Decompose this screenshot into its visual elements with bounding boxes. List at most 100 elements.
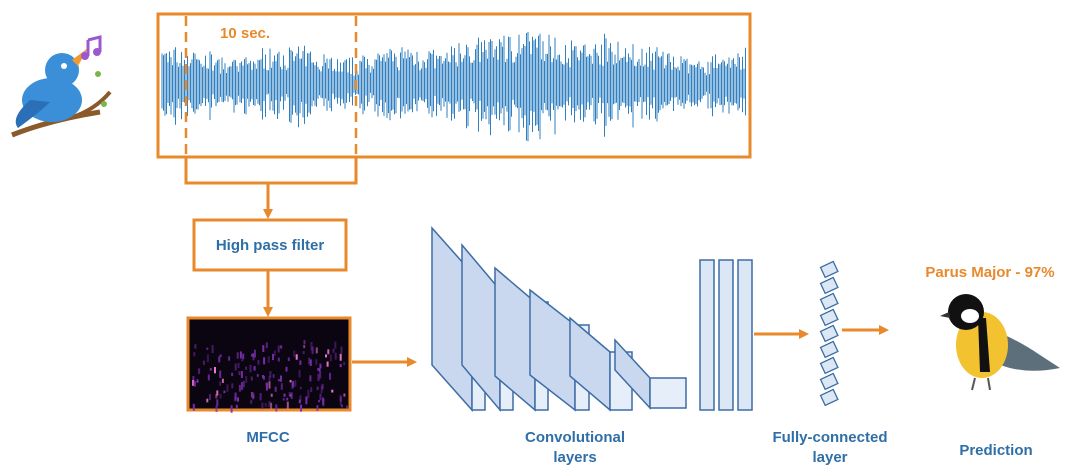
singing-bird-icon <box>11 35 112 138</box>
mfcc-pixel <box>298 399 301 404</box>
neuron <box>819 292 839 311</box>
mfcc-pixel <box>319 363 322 367</box>
mfcc-pixel <box>230 405 233 413</box>
mfcc-pixel <box>277 379 280 382</box>
mfcc-pixel <box>218 356 221 363</box>
mfcc-pixel <box>298 369 301 378</box>
mfcc-pixel <box>274 386 277 392</box>
conv-label: Convolutional <box>525 429 625 446</box>
mfcc-pixel <box>282 398 285 401</box>
neuron <box>819 260 839 279</box>
mfcc-pixel <box>192 376 195 381</box>
mfcc-pixel <box>315 359 318 365</box>
mfcc-pixel <box>192 380 194 386</box>
neuron <box>819 308 839 327</box>
mfcc-pixel <box>235 404 238 409</box>
mfcc-pixel <box>334 341 337 349</box>
mfcc-pixel <box>283 393 286 397</box>
mfcc-pixel <box>193 352 196 357</box>
mfcc-pixel <box>250 392 253 398</box>
mfcc-pixel <box>207 374 210 381</box>
mfcc-pixel <box>286 397 289 401</box>
mfcc-pixel <box>215 394 218 399</box>
mfcc-pixel <box>238 371 241 376</box>
mfcc-pixel <box>287 357 290 362</box>
mfcc-pixel <box>209 368 212 371</box>
mfcc-pixel <box>228 356 231 361</box>
mfcc-pixel <box>316 405 319 411</box>
mfcc-pixel <box>206 354 209 363</box>
mfcc-pixel <box>339 395 342 402</box>
neuron <box>819 372 839 391</box>
mfcc-pixel <box>339 353 342 361</box>
mfcc-pixel <box>316 386 319 390</box>
mfcc-pixel <box>320 385 323 394</box>
mfcc-pixel <box>219 393 222 399</box>
mfcc-pixel <box>241 359 244 362</box>
prediction-result: Parus Major - 97% <box>925 264 1054 281</box>
window-label: 10 sec. <box>220 25 270 42</box>
mfcc-pixel <box>242 353 245 360</box>
mfcc-pixel <box>221 378 224 383</box>
mfcc-pixel <box>261 402 264 410</box>
mfcc-pixel <box>303 340 306 345</box>
mfcc-pixel <box>310 345 313 351</box>
mfcc-pixel <box>236 352 239 359</box>
mfcc-pixel <box>241 382 243 391</box>
mfcc-pixel <box>214 367 216 374</box>
mfcc-pixel <box>263 357 266 365</box>
mfcc-pixel <box>256 374 259 377</box>
mfcc-pixel <box>216 390 219 396</box>
mfcc-pixel <box>202 360 205 365</box>
mfcc-pixel <box>309 375 312 382</box>
mfcc-pixel <box>280 383 283 390</box>
mfcc-pixel <box>290 392 293 400</box>
mfcc-pixel <box>231 372 234 377</box>
mfcc-label: MFCC <box>246 429 289 446</box>
mfcc-pixel <box>196 379 199 383</box>
mfcc-pixel <box>329 354 332 362</box>
mfcc-pixel <box>319 365 322 369</box>
mfcc-pixel <box>251 354 253 357</box>
mfcc-pixel <box>268 400 271 407</box>
mfcc-image <box>186 316 352 412</box>
mfcc-pixel <box>277 345 280 353</box>
mfcc-pixel <box>268 381 271 389</box>
conv-label: layers <box>553 449 596 466</box>
conv-layers <box>431 226 687 413</box>
mfcc-pixel <box>293 350 296 358</box>
neuron <box>819 340 839 359</box>
mfcc-pixel <box>289 380 292 383</box>
mfcc-pixel <box>288 392 291 397</box>
neuron <box>819 276 839 295</box>
mfcc-pixel <box>299 386 302 390</box>
mfcc-pixel <box>339 364 342 368</box>
output-neurons <box>819 260 839 407</box>
mfcc-pixel <box>252 353 255 361</box>
mfcc-pixel <box>308 357 311 365</box>
mfcc-pixel <box>307 389 310 398</box>
mfcc-pixel <box>239 351 242 359</box>
mfcc-pixel <box>277 357 280 362</box>
mfcc-pixel <box>340 404 343 408</box>
mfcc-pixel <box>294 380 297 387</box>
mfcc-pixel <box>194 344 197 349</box>
mfcc-pixel <box>334 352 337 360</box>
mfcc-pixel <box>346 405 348 409</box>
mfcc-pixel <box>339 398 342 406</box>
mfcc-pixel <box>310 342 313 345</box>
mfcc-pixel <box>215 405 218 413</box>
mfcc-pixel <box>340 346 343 354</box>
mfcc-pixel <box>321 383 324 390</box>
mfcc-pixel <box>272 353 274 361</box>
mfcc-pixel <box>234 395 237 402</box>
mfcc-pixel <box>310 387 313 393</box>
mfcc-pixel <box>253 366 256 371</box>
filter-label: High pass filter <box>216 237 325 254</box>
mfcc-pixel <box>317 373 320 382</box>
mfcc-pixel <box>270 393 273 397</box>
prediction-label: Prediction <box>959 442 1032 459</box>
mfcc-pixel <box>193 381 196 387</box>
mfcc-pixel <box>250 400 253 404</box>
